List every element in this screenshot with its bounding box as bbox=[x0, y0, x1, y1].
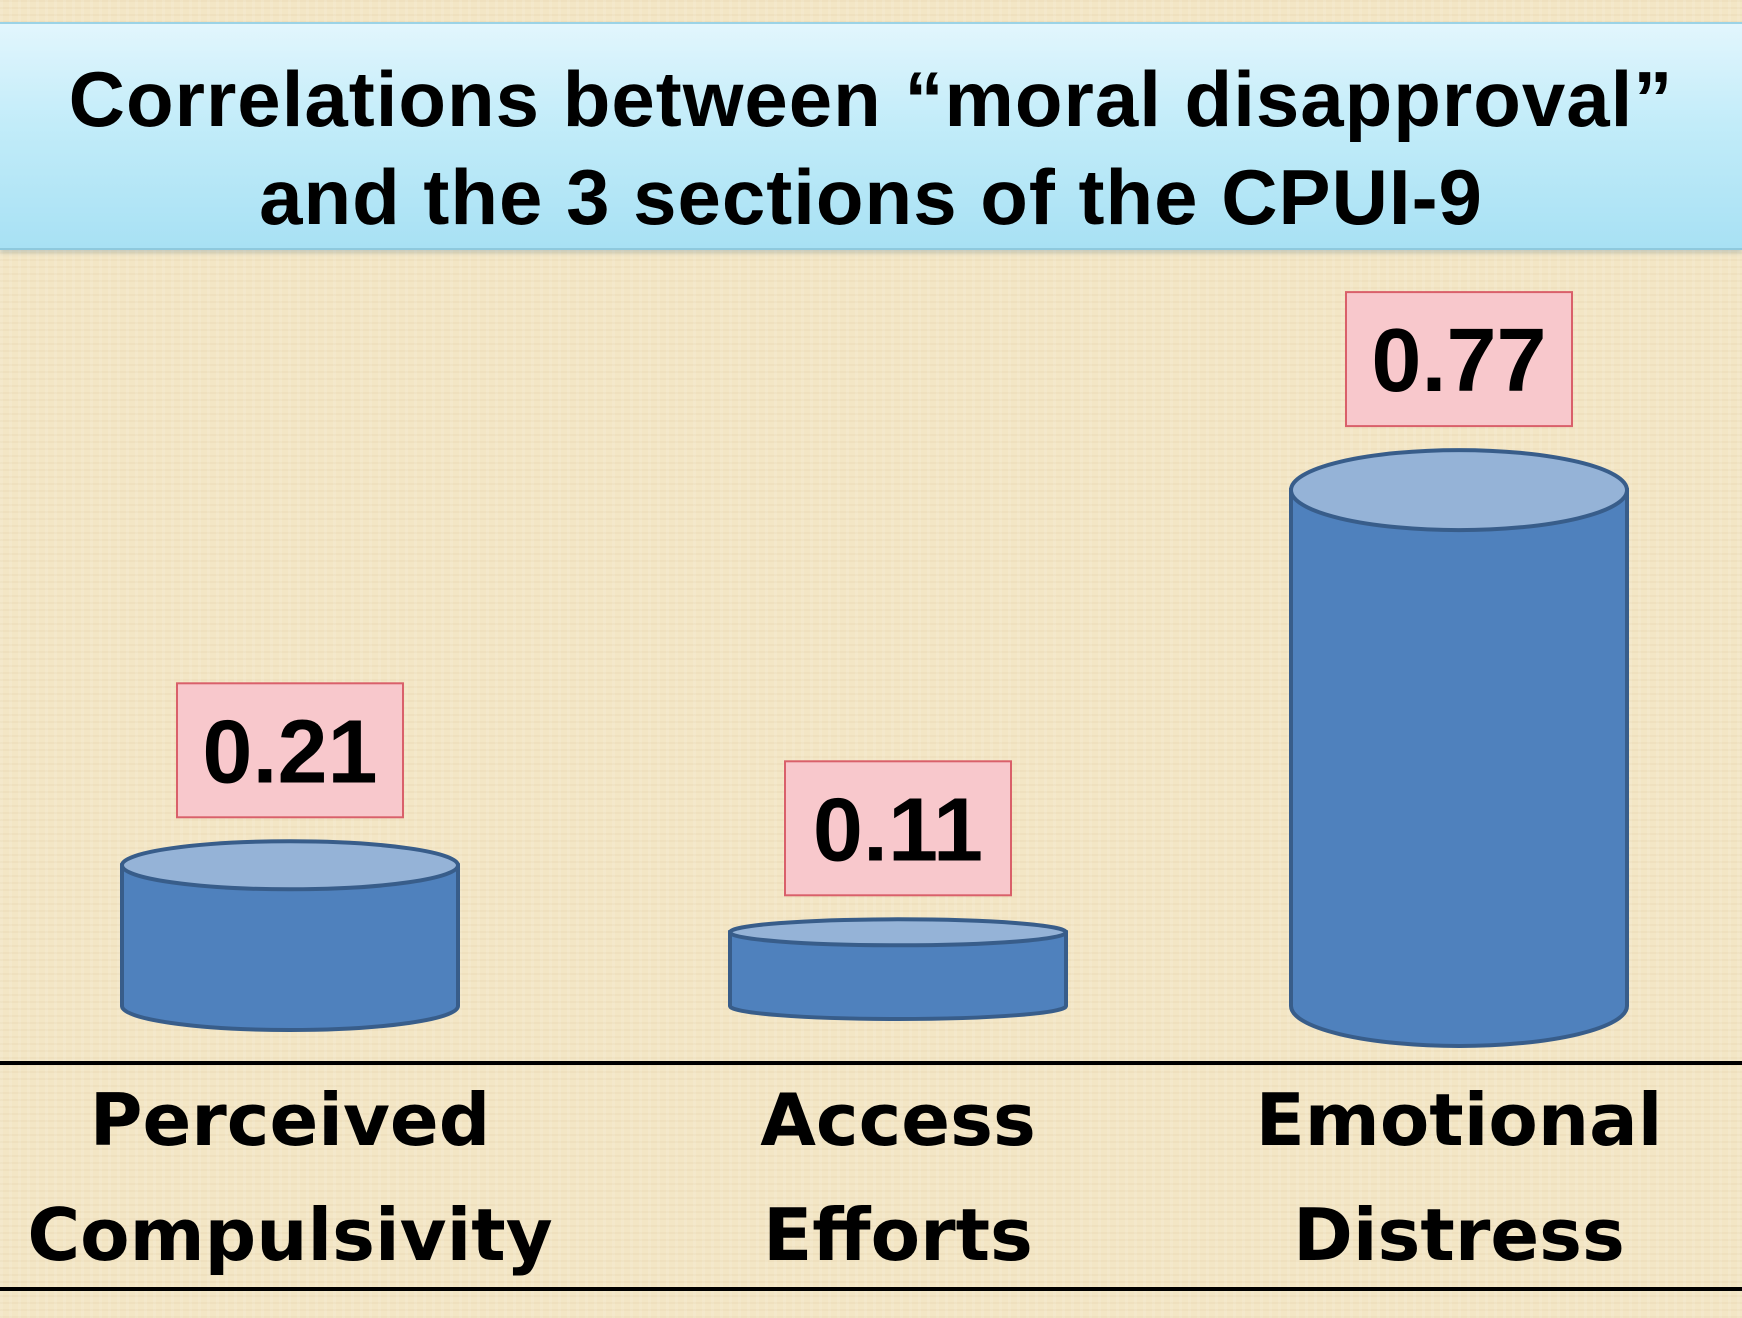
cylinder-body-2 bbox=[728, 930, 1068, 1021]
value-label-2: 0.11 bbox=[813, 780, 983, 880]
value-label-box-1 bbox=[176, 682, 404, 819]
category-label-1-line-2: Compulsivity bbox=[27, 1193, 552, 1277]
category-labels-group: Perceived Compulsivity Access Efforts Emotio… bbox=[27, 1078, 1662, 1277]
bar-2: 0.11 bbox=[728, 760, 1068, 1021]
category-label-2-line-1: Access bbox=[760, 1078, 1036, 1162]
cylinder-body-1 bbox=[120, 863, 460, 1032]
category-label-2-line-2: Efforts bbox=[763, 1193, 1033, 1277]
cylinder-top-2 bbox=[728, 917, 1068, 948]
cylinder-top-1 bbox=[120, 839, 460, 892]
bar-1: 0.21 bbox=[120, 682, 460, 1032]
bar-3: 0.77 bbox=[1289, 291, 1629, 1048]
value-label-box-3 bbox=[1345, 291, 1573, 428]
value-label-1: 0.21 bbox=[202, 702, 377, 802]
value-label-3: 0.77 bbox=[1371, 311, 1546, 411]
chart-title-line-2: and the 3 sections of the CPUI-9 bbox=[259, 153, 1483, 241]
chart-title-line-1: Correlations between “moral disapproval” bbox=[68, 55, 1674, 143]
value-label-box-2 bbox=[784, 760, 1012, 897]
cylinder-body-3 bbox=[1289, 488, 1629, 1048]
bars-group: 0.21 0.11 0.77 bbox=[120, 291, 1629, 1048]
category-label-3-line-2: Distress bbox=[1293, 1193, 1625, 1277]
category-label-3-line-1: Emotional bbox=[1256, 1078, 1663, 1162]
title-banner: Correlations between “moral disapproval”… bbox=[0, 22, 1742, 250]
cylinder-top-3 bbox=[1289, 448, 1629, 533]
category-label-1-line-1: Perceived bbox=[90, 1078, 491, 1162]
